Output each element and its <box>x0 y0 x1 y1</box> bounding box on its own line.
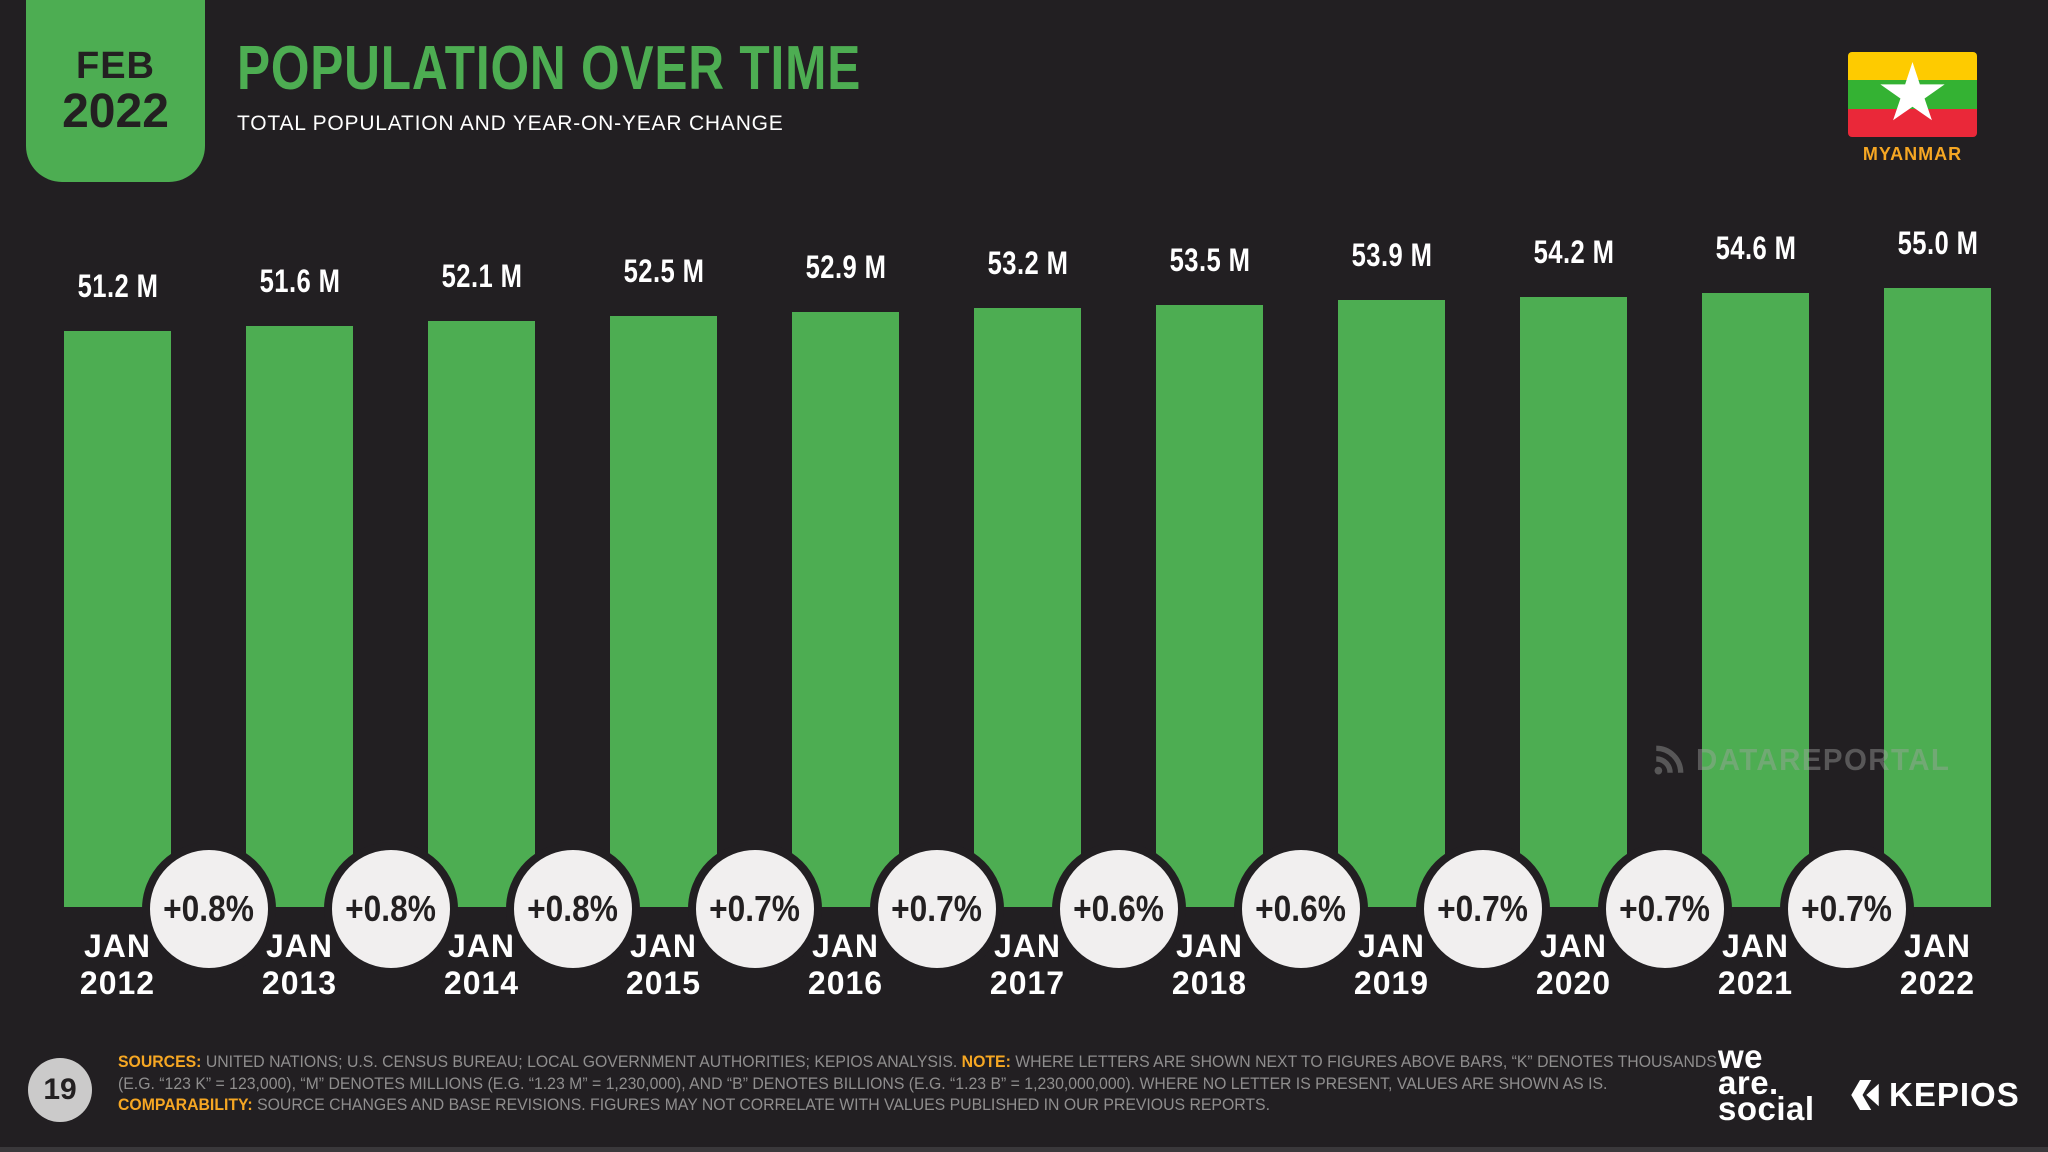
myanmar-flag-icon <box>1848 52 1977 137</box>
category-label: JAN 2022 <box>1899 928 1976 1001</box>
category-label: JAN 2014 <box>443 928 520 1001</box>
yoy-change-badge: +0.7% <box>687 842 822 976</box>
bar-value-label: 54.2 M <box>1533 234 1614 270</box>
flag-stripe-red <box>1848 108 1977 137</box>
bar <box>1156 305 1263 907</box>
category-label: JAN 2018 <box>1171 928 1248 1001</box>
bar <box>64 331 171 907</box>
watermark: DATAREPORTAL <box>1652 742 1964 778</box>
yoy-change-value: +0.8% <box>527 888 618 929</box>
yoy-change-badge: +0.8% <box>505 842 640 976</box>
bar-value-label: 54.6 M <box>1715 230 1796 266</box>
yoy-change-value: +0.8% <box>345 888 436 929</box>
country-label: MYANMAR <box>1862 144 1963 164</box>
watermark-text: DATAREPORTAL <box>1696 742 1951 777</box>
bar <box>792 312 899 907</box>
yoy-change-value: +0.6% <box>1255 888 1346 929</box>
footnote-line-1: SOURCES: UNITED NATIONS; U.S. CENSUS BUR… <box>118 1051 1717 1073</box>
page-subtitle: TOTAL POPULATION AND YEAR-ON-YEAR CHANGE <box>237 112 784 135</box>
category-label: JAN 2020 <box>1535 928 1612 1001</box>
kepios-logo-icon <box>1851 1080 1879 1110</box>
category-label: JAN 2015 <box>625 928 702 1001</box>
footnote-line-3: COMPARABILITY: SOURCE CHANGES AND BASE R… <box>118 1094 1717 1116</box>
sources-label: SOURCES: <box>118 1052 202 1071</box>
bar <box>1520 297 1627 907</box>
category-label: JAN 2016 <box>807 928 884 1001</box>
yoy-change-value: +0.8% <box>163 888 254 929</box>
bar <box>1884 288 1991 907</box>
bar <box>428 321 535 907</box>
comparability-label: COMPARABILITY: <box>118 1095 253 1114</box>
bar <box>246 326 353 907</box>
bar-value-label: 53.5 M <box>1169 242 1250 278</box>
kepios-logo: KEPIOS <box>1850 1076 2020 1114</box>
bar-value-label: 55.0 M <box>1897 225 1978 261</box>
comparability-text: SOURCE CHANGES AND BASE REVISIONS. FIGUR… <box>252 1095 1270 1114</box>
footnotes: SOURCES: UNITED NATIONS; U.S. CENSUS BUR… <box>118 1051 1837 1116</box>
bottom-edge-strip <box>0 1147 2048 1152</box>
page-number-badge: 19 <box>28 1058 92 1122</box>
date-badge-month: FEB <box>76 45 155 87</box>
bar-value-label: 52.1 M <box>441 258 522 294</box>
we-are-social-line-3: social <box>1718 1090 1815 1127</box>
yoy-change-badge: +0.7% <box>1779 842 1914 976</box>
footnote-line-2: (E.G. “123 K” = 123,000), “M” DENOTES MI… <box>118 1073 1608 1093</box>
we-are-social-logo: we are. social <box>1718 1038 1815 1127</box>
yoy-change-badge: +0.7% <box>869 842 1004 976</box>
yoy-change-value: +0.7% <box>1801 888 1892 929</box>
yoy-change-badge: +0.8% <box>323 842 458 976</box>
we-are-social-line-2: are. <box>1718 1064 1779 1101</box>
note-text: WHERE LETTERS ARE SHOWN NEXT TO FIGURES … <box>1010 1052 1717 1071</box>
bar <box>974 308 1081 907</box>
note-label: NOTE: <box>961 1052 1011 1071</box>
yoy-change-value: +0.7% <box>891 888 982 929</box>
bar-value-label: 51.2 M <box>77 268 158 304</box>
category-label: JAN 2012 <box>79 928 156 1001</box>
category-label: JAN 2021 <box>1717 928 1794 1001</box>
yoy-change-value: +0.6% <box>1073 888 1164 929</box>
category-label: JAN 2017 <box>989 928 1066 1001</box>
bar-value-label: 53.2 M <box>987 245 1068 281</box>
we-are-social-line-1: we <box>1718 1038 1764 1075</box>
yoy-change-badge: +0.6% <box>1051 842 1186 976</box>
bar-value-label: 52.9 M <box>805 249 886 285</box>
sources-text: UNITED NATIONS; U.S. CENSUS BUREAU; LOCA… <box>201 1052 962 1071</box>
yoy-change-badge: +0.6% <box>1233 842 1368 976</box>
yoy-change-badge: +0.7% <box>1597 842 1732 976</box>
yoy-change-value: +0.7% <box>1619 888 1710 929</box>
yoy-change-value: +0.7% <box>1437 888 1528 929</box>
bar <box>610 316 717 907</box>
bar <box>1702 293 1809 907</box>
page-number: 19 <box>43 1073 77 1106</box>
bar-value-label: 53.9 M <box>1351 237 1432 273</box>
bar-value-label: 52.5 M <box>623 253 704 289</box>
page-title: POPULATION OVER TIME <box>237 34 862 103</box>
yoy-change-value: +0.7% <box>709 888 800 929</box>
datareportal-logo-icon <box>1654 745 1684 775</box>
kepios-logo-text: KEPIOS <box>1889 1076 2020 1113</box>
bar-value-label: 51.6 M <box>259 263 340 299</box>
category-label: JAN 2019 <box>1353 928 1430 1001</box>
category-label: JAN 2013 <box>261 928 338 1001</box>
yoy-change-badge: +0.8% <box>141 842 276 976</box>
bar <box>1338 300 1445 907</box>
date-badge: FEB 2022 <box>26 0 205 182</box>
yoy-change-badge: +0.7% <box>1415 842 1550 976</box>
date-badge-year: 2022 <box>62 85 169 138</box>
